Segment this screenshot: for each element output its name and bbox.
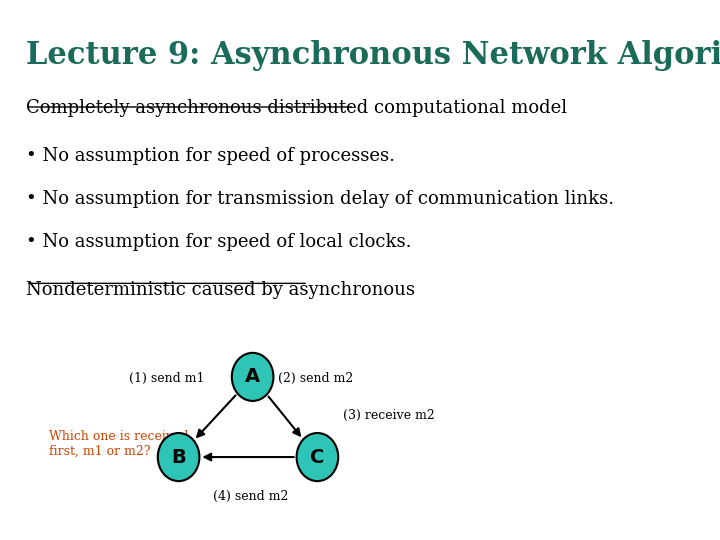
Text: (3) receive m2: (3) receive m2 [343,409,435,422]
Circle shape [297,433,338,481]
Text: Nondeterministic caused by asynchronous: Nondeterministic caused by asynchronous [26,281,415,299]
Text: (2) send m2: (2) send m2 [278,372,354,385]
Text: Completely asynchronous distributed computational model: Completely asynchronous distributed comp… [26,99,567,117]
Circle shape [158,433,199,481]
Text: • No assumption for speed of local clocks.: • No assumption for speed of local clock… [26,233,411,251]
Text: B: B [171,448,186,467]
Circle shape [232,353,274,401]
Text: (1) send m1: (1) send m1 [129,372,204,385]
Text: C: C [310,448,325,467]
Text: • No assumption for transmission delay of communication links.: • No assumption for transmission delay o… [26,190,614,208]
Text: • No assumption for speed of processes.: • No assumption for speed of processes. [26,147,395,165]
Text: Which one is received
first, m1 or m2?: Which one is received first, m1 or m2? [49,430,189,458]
Text: Lecture 9: Asynchronous Network Algorithms: Lecture 9: Asynchronous Network Algorith… [26,40,720,71]
Text: A: A [245,367,260,387]
Text: (4) send m2: (4) send m2 [212,490,288,503]
